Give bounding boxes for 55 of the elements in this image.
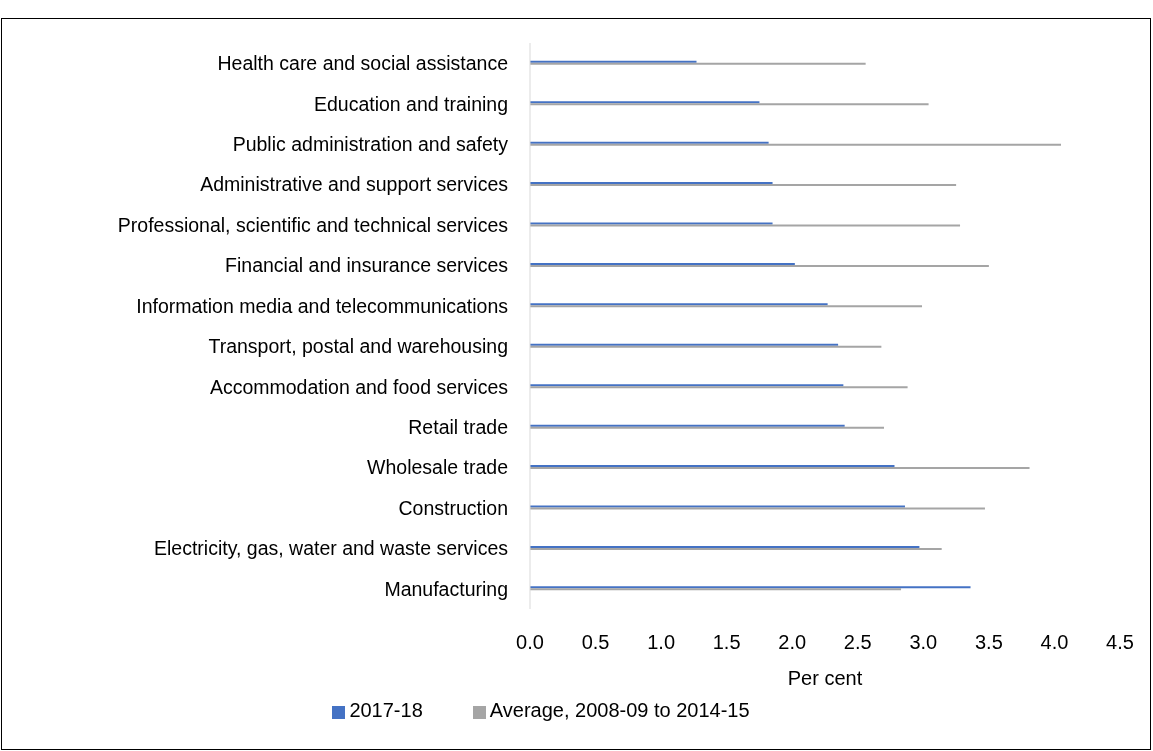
x-tick-label: 3.0: [909, 631, 938, 654]
bar: [530, 507, 985, 510]
legend-label: 2017-18: [349, 699, 423, 721]
bar: [530, 60, 697, 63]
x-tick-label: 4.5: [1106, 631, 1134, 654]
bar: [530, 62, 866, 65]
x-tick-label: 3.5: [974, 631, 1003, 654]
bar: [530, 345, 882, 348]
x-tick-label: 0.5: [581, 631, 610, 654]
y-tick-label: Administrative and support services: [200, 173, 509, 196]
y-tick-label: Manufacturing: [384, 577, 508, 600]
x-tick-label: 1.0: [647, 631, 676, 654]
y-tick-label: Accommodation and food services: [209, 375, 509, 398]
bar: [530, 264, 989, 267]
bar: [530, 262, 795, 265]
y-tick-label: Retail trade: [408, 415, 508, 438]
bar: [530, 426, 884, 429]
bar: [530, 224, 961, 227]
bar: [530, 103, 929, 106]
y-tick-label: Transport, postal and warehousing: [208, 335, 508, 358]
bar: [530, 588, 902, 591]
x-axis-title: Per cent: [787, 667, 863, 689]
bar: [530, 143, 1061, 146]
y-tick-label: Construction: [398, 496, 508, 519]
bar: [530, 586, 971, 589]
bar: [530, 184, 957, 187]
x-tick-label: 1.5: [712, 631, 741, 654]
bar: [530, 467, 1030, 470]
y-tick-label: Professional, scientific and technical services: [117, 213, 509, 236]
y-tick-label: Wholesale trade: [367, 456, 508, 479]
bar: [530, 386, 908, 389]
bar: [530, 545, 920, 548]
y-tick-label: Public administration and safety: [232, 132, 509, 155]
bar: [530, 465, 895, 468]
x-tick-label: 2.5: [843, 631, 872, 654]
x-tick-label: 4.0: [1040, 631, 1069, 654]
bar: [530, 141, 769, 144]
bar: [530, 305, 923, 308]
legend-label: Average, 2008-09 to 2014-15: [489, 699, 750, 721]
bar: [530, 547, 942, 550]
y-tick-label: Financial and insurance services: [225, 254, 509, 277]
y-tick-label: Information media and telecommunications: [136, 294, 509, 317]
x-tick-label: 2.0: [778, 631, 807, 654]
y-tick-label: Education and training: [313, 92, 508, 115]
bar: [530, 343, 839, 346]
bar: [530, 384, 844, 387]
bar: [530, 182, 773, 185]
bar: [530, 424, 845, 427]
bar: [530, 303, 828, 306]
y-tick-label: Health care and social assistance: [217, 52, 508, 75]
bar: [530, 101, 760, 104]
x-tick-label: 0.0: [516, 631, 544, 654]
bar: [530, 222, 773, 225]
y-tick-label: Electricity, gas, water and waste services: [153, 537, 509, 560]
bar: [530, 505, 905, 508]
